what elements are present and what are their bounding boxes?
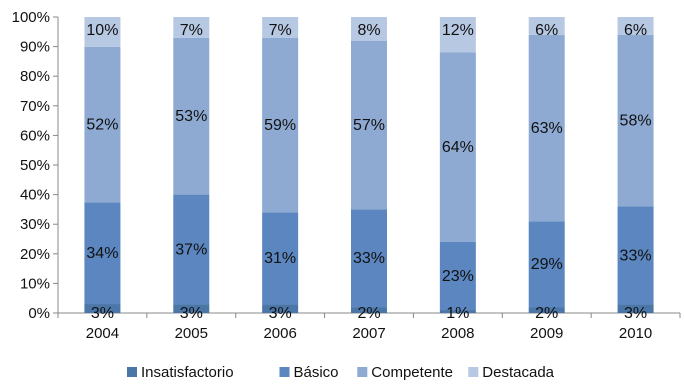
y-tick-label: 40% xyxy=(20,187,50,204)
bar-segment xyxy=(617,34,654,207)
bar-segment xyxy=(173,304,210,313)
data-label: 3% xyxy=(624,305,647,322)
bar-segment xyxy=(351,209,387,308)
x-tick-label: 2006 xyxy=(263,325,296,342)
data-label: 3% xyxy=(91,305,114,322)
y-tick-label: 10% xyxy=(20,275,50,292)
bar-segment xyxy=(173,17,210,38)
legend: Insatisfactorio Básico Competente Destacada xyxy=(127,364,555,381)
y-tick-label: 20% xyxy=(20,246,50,263)
data-label: 7% xyxy=(269,22,292,39)
legend-label: Insatisfactorio xyxy=(141,364,234,381)
data-label: 52% xyxy=(86,117,118,134)
bar-segment xyxy=(617,304,654,313)
axes: 0% 10% 20% 30% 40% 50% 60% 70% 80% 90% 100% 2004 200… xyxy=(12,9,681,342)
x-tick-label: 2010 xyxy=(619,325,652,342)
bar-segment xyxy=(262,17,299,38)
data-label: 53% xyxy=(175,108,207,125)
legend-label: Competente xyxy=(371,364,453,381)
bar-segment xyxy=(528,221,565,308)
data-label: 64% xyxy=(442,139,474,156)
legend-label: Destacada xyxy=(482,364,554,381)
data-label: 34% xyxy=(86,245,118,262)
x-tick-label: 2005 xyxy=(175,325,208,342)
data-label: 1% xyxy=(446,305,469,322)
bar-segment xyxy=(351,17,387,41)
legend-swatch xyxy=(279,367,290,377)
bar-segment xyxy=(439,241,476,311)
bar-segment xyxy=(528,17,565,35)
data-label: 2% xyxy=(357,305,380,322)
legend-swatch xyxy=(357,367,368,377)
data-label: 23% xyxy=(442,268,474,285)
bar-segment xyxy=(262,304,299,313)
y-tick-label: 50% xyxy=(20,157,50,174)
data-label: 6% xyxy=(535,22,558,39)
data-label: 6% xyxy=(624,22,647,39)
bar-segment xyxy=(439,52,476,242)
x-tick-label: 2008 xyxy=(441,325,474,342)
bar-segment xyxy=(351,307,387,313)
data-label: 31% xyxy=(264,250,296,267)
bar-segment xyxy=(84,202,121,305)
data-label: 63% xyxy=(531,120,563,137)
data-label: 12% xyxy=(442,22,474,39)
data-label: 7% xyxy=(180,22,203,39)
data-label: 58% xyxy=(620,113,652,130)
bar-segment xyxy=(617,17,654,35)
bar-segment xyxy=(439,310,476,313)
data-label: 29% xyxy=(531,256,563,273)
data-label: 3% xyxy=(269,305,292,322)
legend-swatch xyxy=(127,367,137,377)
bar-segment xyxy=(528,34,565,222)
data-labels: 3% 34% 52% 10% 3% 37% 53% 7% 3% 31% 59% 7% 2% 33% 57% 8… xyxy=(86,22,651,322)
data-label: 3% xyxy=(180,305,203,322)
data-label: 33% xyxy=(620,247,652,264)
data-label: 37% xyxy=(175,241,207,258)
bar-segment xyxy=(84,304,121,313)
x-tick-label: 2009 xyxy=(530,325,563,342)
y-tick-label: 60% xyxy=(20,127,50,144)
data-label: 10% xyxy=(86,22,118,39)
y-tick-label: 0% xyxy=(28,305,50,322)
data-label: 2% xyxy=(535,305,558,322)
y-tick-label: 80% xyxy=(20,68,50,85)
bar-segment xyxy=(262,37,299,213)
bar-segment xyxy=(617,206,654,305)
y-tick-label: 70% xyxy=(20,98,50,115)
bar-segment xyxy=(439,17,476,53)
data-label: 8% xyxy=(357,22,380,39)
legend-swatch xyxy=(468,367,479,377)
legend-label: Básico xyxy=(294,364,339,381)
y-tick-label: 100% xyxy=(12,9,50,26)
bar-segment xyxy=(528,307,565,313)
y-tick-label: 30% xyxy=(20,216,50,233)
data-label: 59% xyxy=(264,117,296,134)
x-tick-label: 2004 xyxy=(86,325,119,342)
y-tick-label: 90% xyxy=(20,39,50,56)
bar-segment xyxy=(84,17,121,47)
bar-segment xyxy=(262,212,299,305)
data-label: 57% xyxy=(353,117,385,134)
bar-segment xyxy=(84,46,121,203)
bar-segment xyxy=(173,194,210,305)
x-tick-label: 2007 xyxy=(352,325,385,342)
bars xyxy=(84,17,654,313)
data-label: 33% xyxy=(353,250,385,267)
bar-segment xyxy=(351,40,387,210)
bar-segment xyxy=(173,37,210,195)
